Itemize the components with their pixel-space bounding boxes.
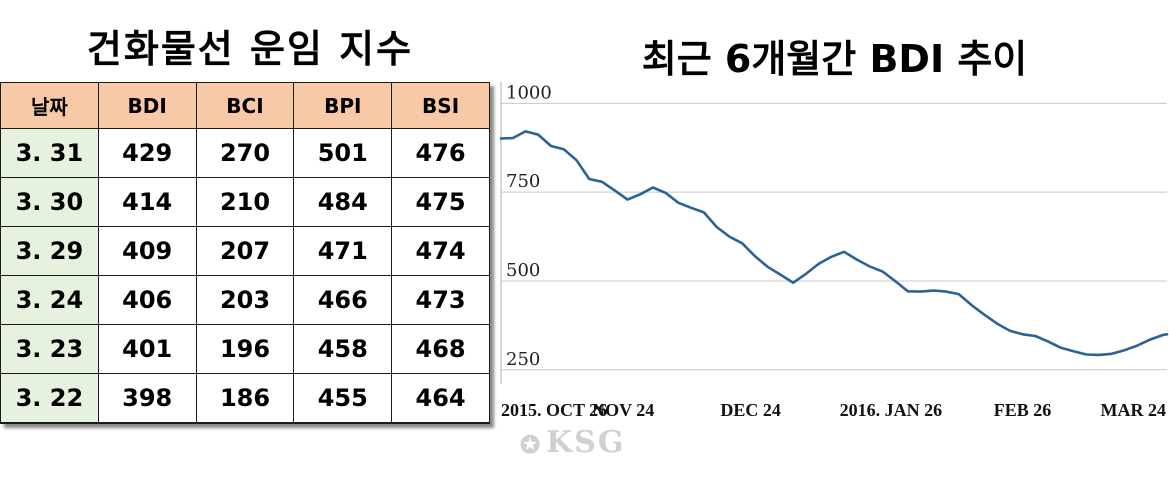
cell-bpi: 471 [293, 226, 393, 276]
cell-bdi: 409 [97, 226, 197, 276]
cell-bsi: 474 [391, 226, 490, 276]
header-bpi: BPI [293, 82, 393, 129]
y-tick-label: 1000 [506, 82, 552, 103]
cell-bpi: 458 [293, 324, 393, 374]
bdi-series-line [500, 130, 1169, 357]
watermark-text: KSG [546, 425, 626, 460]
x-tick-label: MAR 24 [1101, 400, 1167, 420]
cell-date: 3. 29 [0, 226, 99, 276]
cell-bci: 203 [195, 275, 295, 325]
cell-bpi: 455 [293, 373, 393, 424]
cell-date: 3. 31 [0, 128, 99, 178]
seal-icon: ✪ [520, 429, 543, 459]
x-tick-label: NOV 24 [592, 400, 654, 420]
y-tick-label: 750 [506, 171, 540, 192]
bdi-line-chart: 1000 750 500 250 2015. OCT 26 NOV 24 DEC 24 201… [500, 82, 1169, 427]
header-bdi: BDI [97, 82, 197, 129]
table-row: 3. 23 401 196 458 468 [0, 324, 490, 374]
cell-date: 3. 22 [0, 373, 99, 424]
cell-bsi: 476 [391, 128, 490, 178]
table-row: 3. 31 429 270 501 476 [0, 128, 490, 178]
x-tick-label: DEC 24 [720, 400, 781, 420]
cell-bdi: 429 [97, 128, 197, 178]
cell-date: 3. 23 [0, 324, 99, 374]
cell-bci: 207 [195, 226, 295, 276]
table-title: 건화물선 운임 지수 [86, 27, 414, 71]
cell-bsi: 468 [391, 324, 490, 374]
cell-bdi: 406 [97, 275, 197, 325]
cell-bpi: 466 [293, 275, 393, 325]
table-row: 3. 22 398 186 455 464 [0, 373, 490, 424]
freight-index-table: 날짜 BDI BCI BPI BSI 3. 31 429 270 501 476… [0, 82, 490, 424]
header-bsi: BSI [391, 82, 490, 129]
cell-bsi: 473 [391, 275, 490, 325]
cell-bsi: 475 [391, 177, 490, 227]
cell-bdi: 401 [97, 324, 197, 374]
cell-bdi: 414 [97, 177, 197, 227]
x-tick-label: 2015. OCT 26 [501, 400, 607, 420]
x-tick-label: 2016. JAN 26 [840, 400, 943, 420]
cell-bci: 186 [195, 373, 295, 424]
cell-bpi: 501 [293, 128, 393, 178]
y-tick-label: 500 [506, 260, 540, 281]
cell-bsi: 464 [391, 373, 490, 424]
cell-bpi: 484 [293, 177, 393, 227]
cell-date: 3. 24 [0, 275, 99, 325]
chart-title: 최근 6개월간 BDI 추이 [641, 37, 1028, 81]
header-bci: BCI [195, 82, 295, 129]
cell-date: 3. 30 [0, 177, 99, 227]
x-tick-label: FEB 26 [994, 400, 1052, 420]
table-row: 3. 29 409 207 471 474 [0, 226, 490, 276]
cell-bdi: 398 [97, 373, 197, 424]
table-header-row: 날짜 BDI BCI BPI BSI [0, 82, 490, 129]
table-row: 3. 30 414 210 484 475 [0, 177, 490, 227]
cell-bci: 270 [195, 128, 295, 178]
ksg-watermark: ✪ KSG [520, 425, 625, 460]
cell-bci: 210 [195, 177, 295, 227]
cell-bci: 196 [195, 324, 295, 374]
table-row: 3. 24 406 203 466 473 [0, 275, 490, 325]
header-date: 날짜 [0, 82, 99, 129]
y-tick-label: 250 [506, 349, 540, 370]
